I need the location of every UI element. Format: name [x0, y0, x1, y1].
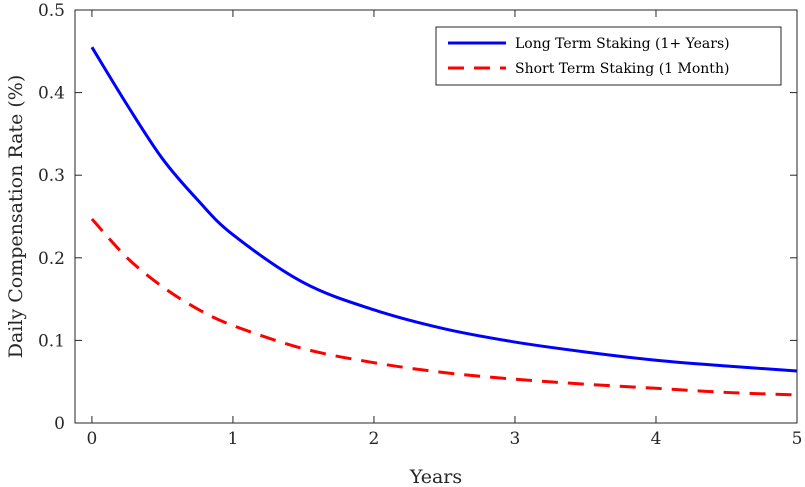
axes-box — [74, 9, 798, 424]
y-tick-label: 0 — [54, 414, 65, 434]
y-tick-label: 0.4 — [38, 84, 65, 104]
x-tick-label: 1 — [228, 429, 239, 449]
x-tick-label: 2 — [369, 429, 380, 449]
legend-box — [435, 26, 782, 86]
y-tick-label: 0.5 — [38, 1, 65, 21]
series-layer — [90, 46, 798, 397]
y-axis-label: Daily Compensation Rate (%) — [5, 75, 27, 359]
legend-label-2: Short Term Staking (1 Month) — [515, 61, 729, 77]
y-tick-label: 0.1 — [38, 331, 65, 351]
x-axis-label: Years — [409, 466, 462, 487]
x-tick-label: 5 — [792, 429, 803, 449]
series-line-2 — [90, 217, 798, 397]
x-tick-label: 0 — [87, 429, 98, 449]
series-line-1 — [90, 46, 798, 373]
legend-label-1: Long Term Staking (1+ Years) — [515, 36, 730, 52]
y-tick-label: 0.2 — [38, 249, 65, 269]
legend: Long Term Staking (1+ Years) Short Term S… — [435, 26, 782, 86]
y-tick-label: 0.3 — [38, 166, 65, 186]
axes-layer: 0 1 2 3 4 5 0 0.1 0.2 0.3 0.4 0.5 — [38, 1, 802, 449]
x-tick-label: 4 — [651, 429, 662, 449]
x-tick-label: 3 — [510, 429, 521, 449]
